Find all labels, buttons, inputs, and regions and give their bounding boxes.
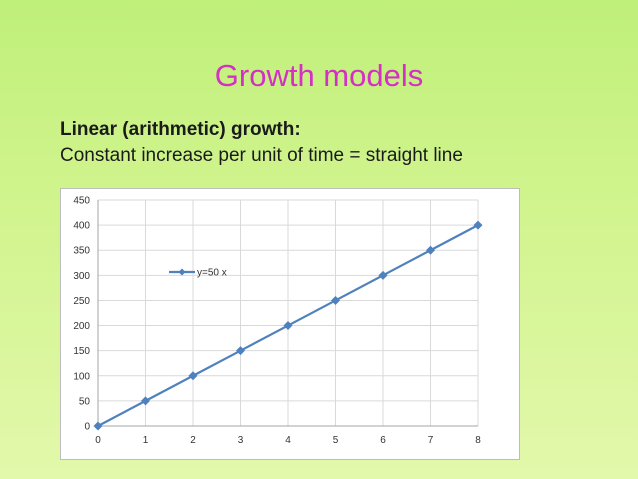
data-point-marker: [426, 245, 435, 255]
y-tick-label: 350: [73, 246, 90, 257]
slide-body-text: Constant increase per unit of time = str…: [60, 145, 463, 166]
x-tick-label: 0: [95, 435, 101, 446]
slide-subtitle: Linear (arithmetic) growth:: [60, 119, 301, 140]
data-point-marker: [93, 421, 103, 431]
x-tick-label: 3: [238, 435, 244, 446]
x-tick-label: 7: [428, 435, 434, 446]
x-tick-label: 4: [285, 435, 291, 446]
y-tick-label: 250: [73, 296, 90, 307]
y-tick-label: 450: [73, 196, 90, 207]
y-tick-label: 0: [84, 422, 90, 433]
y-tick-label: 50: [79, 396, 91, 407]
data-point-marker: [236, 346, 245, 356]
data-point-marker: [283, 321, 293, 331]
data-point-marker: [378, 270, 388, 280]
y-tick-label: 200: [73, 321, 90, 332]
x-tick-label: 6: [380, 435, 386, 446]
y-tick-label: 300: [73, 271, 90, 282]
x-tick-label: 8: [475, 435, 481, 446]
data-point-marker: [473, 220, 483, 230]
legend-label: y=50 x: [197, 268, 227, 279]
x-tick-label: 2: [190, 435, 196, 446]
data-point-marker: [188, 371, 198, 381]
chart-canvas: 0 50 100 150 200 250 300 350 400 450 0 1 2 3 4 5 6 7 8 y=50…: [73, 196, 483, 446]
data-point-marker: [331, 295, 340, 305]
line-chart: 0 50 100 150 200 250 300 350 400 450 0 1 2 3 4 5 6 7 8 y=50…: [60, 188, 520, 460]
x-tick-label: 1: [143, 435, 149, 446]
y-tick-label: 100: [73, 371, 90, 382]
data-point-marker: [141, 396, 150, 406]
x-tick-label: 5: [333, 435, 339, 446]
slide-title: Growth models: [214, 58, 424, 93]
y-tick-label: 150: [73, 346, 90, 357]
legend-marker: [178, 268, 186, 276]
y-tick-label: 400: [73, 221, 90, 232]
